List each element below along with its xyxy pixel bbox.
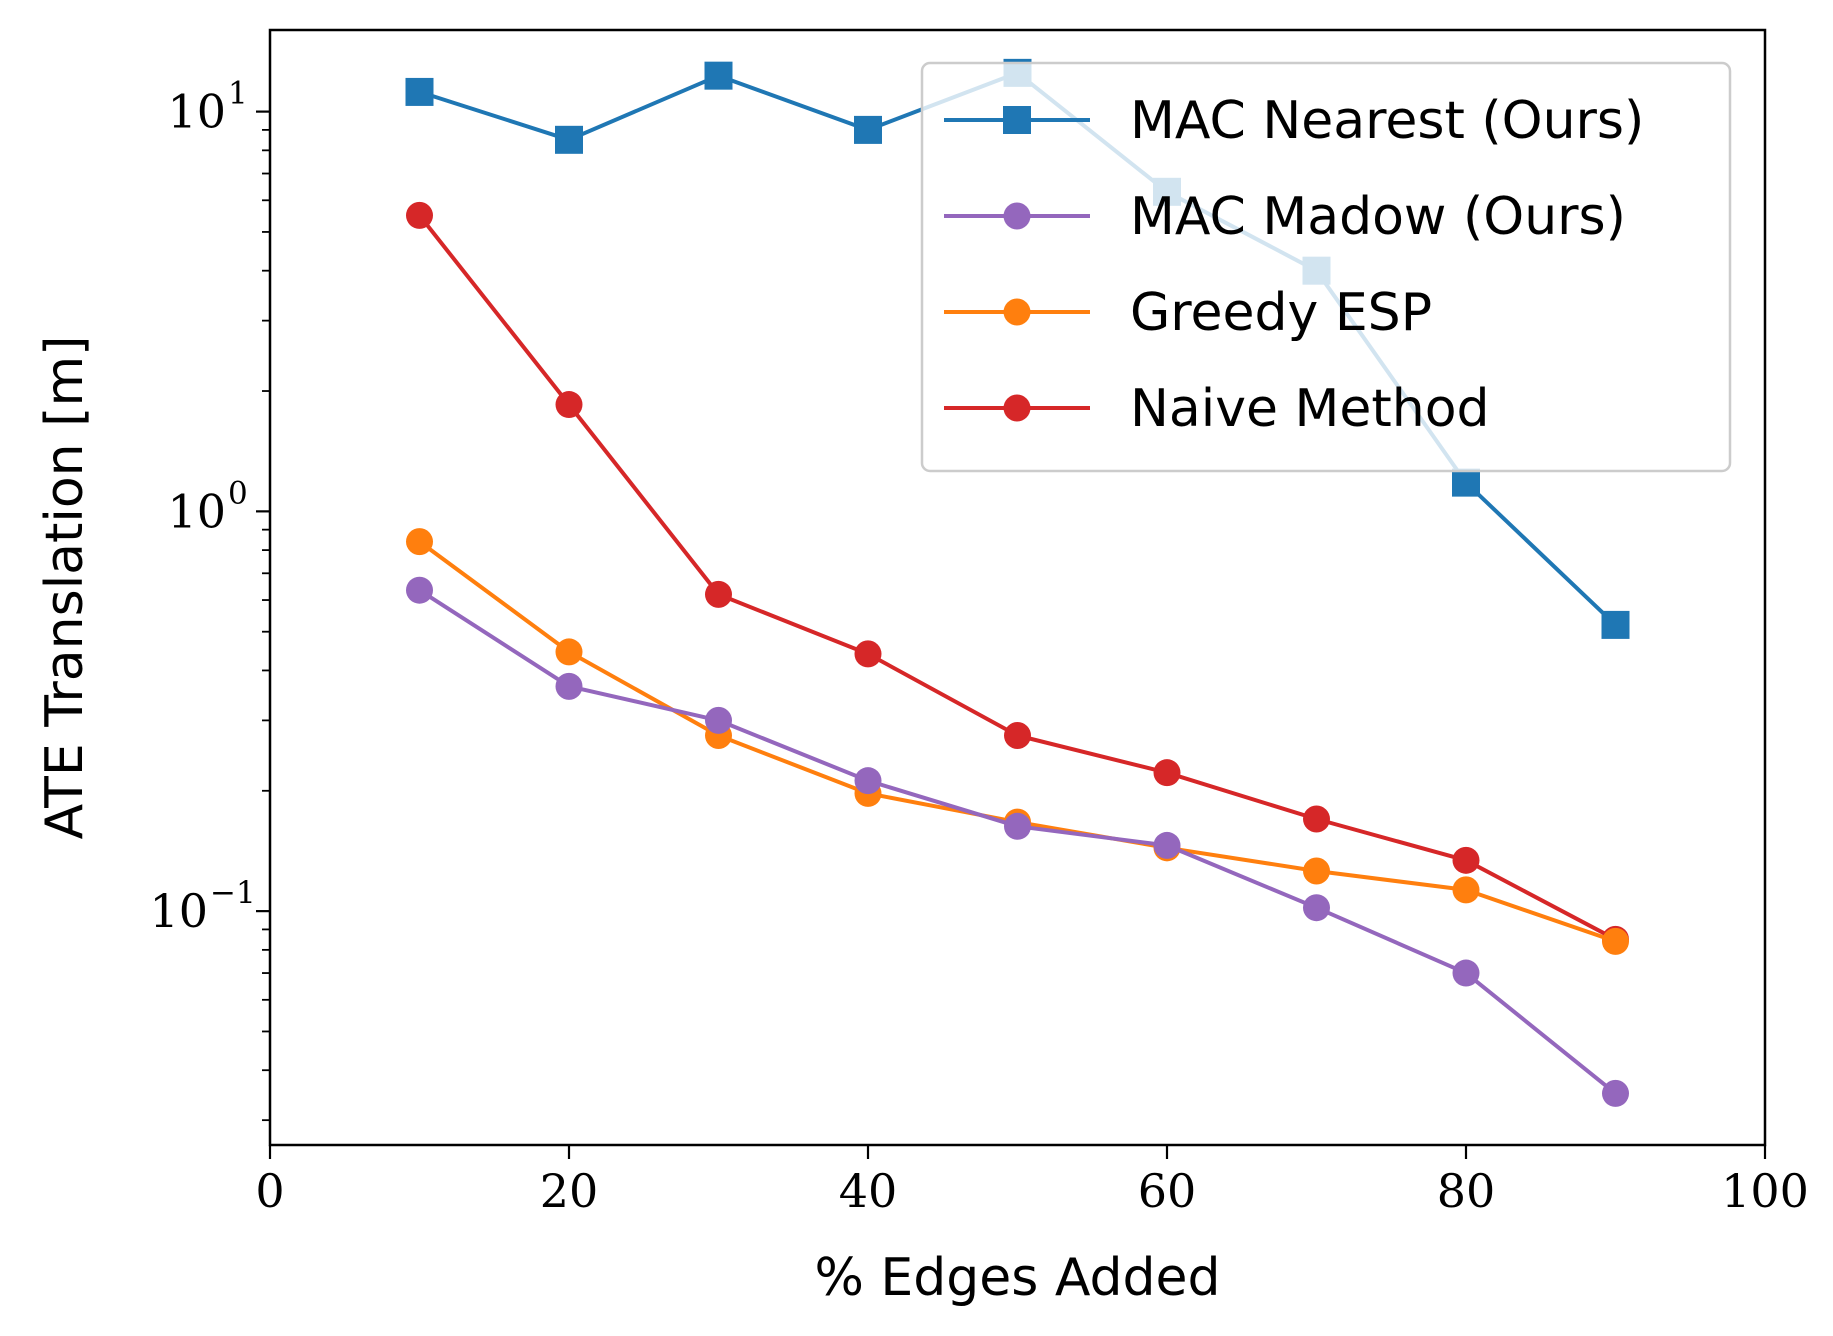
y-tick-label: 10 0 xyxy=(167,475,247,538)
x-tick-label: 0 xyxy=(255,1164,284,1218)
data-point xyxy=(1452,876,1480,904)
y-tick-label: 10 1 xyxy=(167,76,247,139)
data-point xyxy=(1004,812,1031,840)
data-point xyxy=(1303,894,1330,922)
legend-marker xyxy=(1003,394,1031,422)
data-point xyxy=(555,672,583,700)
data-point xyxy=(854,640,882,668)
x-tick-label: 40 xyxy=(839,1164,898,1218)
data-point xyxy=(405,77,434,106)
data-point xyxy=(1153,831,1181,859)
x-tick-label: 100 xyxy=(1721,1164,1809,1218)
data-point xyxy=(406,528,433,556)
y-tick-label: 10 −1 xyxy=(149,875,255,938)
legend-label: MAC Nearest (Ours) xyxy=(1130,91,1644,151)
data-point xyxy=(1452,959,1480,987)
data-point xyxy=(1452,846,1480,874)
x-axis-label: % Edges Added xyxy=(814,1248,1220,1308)
x-tick-label: 60 xyxy=(1138,1164,1197,1218)
legend-label: MAC Madow (Ours) xyxy=(1130,187,1626,247)
data-point xyxy=(1004,721,1031,749)
data-point xyxy=(854,767,882,795)
y-tick-exponent: 0 xyxy=(228,475,248,511)
y-tick-exponent: −1 xyxy=(210,875,256,911)
data-point xyxy=(1452,468,1480,497)
x-tick-label: 80 xyxy=(1437,1164,1496,1218)
series-line xyxy=(418,588,1617,1095)
legend-item: Naive Method xyxy=(944,379,1490,439)
legend: MAC Nearest (Ours) MAC Madow (Ours) Greedy… xyxy=(920,61,1732,473)
data-point xyxy=(1602,927,1629,955)
y-tick-base: 10 xyxy=(167,85,226,139)
data-point xyxy=(1153,759,1181,787)
data-point xyxy=(1602,1079,1629,1107)
data-point xyxy=(704,61,733,90)
data-point xyxy=(1303,857,1330,885)
legend-item: Greedy ESP xyxy=(944,283,1432,343)
legend-box xyxy=(920,61,1732,473)
plot-series xyxy=(405,58,1630,1107)
data-point xyxy=(1601,610,1630,639)
data-point xyxy=(555,638,583,666)
legend-label: Naive Method xyxy=(1130,379,1490,439)
data-point xyxy=(406,201,433,229)
y-tick-base: 10 xyxy=(167,484,226,538)
legend-item: MAC Nearest (Ours) xyxy=(944,91,1644,151)
legend-marker xyxy=(1003,202,1031,230)
y-tick-base: 10 xyxy=(149,884,208,938)
legend-marker xyxy=(1003,106,1031,134)
data-point xyxy=(1303,805,1330,833)
legend-item: MAC Madow (Ours) xyxy=(944,187,1626,247)
y-minor-ticks xyxy=(262,128,270,1122)
y-tick-exponent: 1 xyxy=(228,76,248,112)
axes-frame xyxy=(268,28,1767,1147)
series-naive-method xyxy=(406,201,1629,953)
data-point xyxy=(406,576,433,604)
y-axis-label: ATE Translation [m] xyxy=(35,336,95,840)
legend-marker xyxy=(1003,298,1031,326)
data-point xyxy=(555,125,583,154)
data-point xyxy=(555,391,583,419)
data-point xyxy=(705,580,732,608)
series-mac-madow-ours xyxy=(406,576,1629,1107)
data-point xyxy=(705,706,732,734)
x-tick-label: 20 xyxy=(540,1164,599,1218)
legend-label: Greedy ESP xyxy=(1130,283,1432,343)
data-point xyxy=(854,115,882,144)
